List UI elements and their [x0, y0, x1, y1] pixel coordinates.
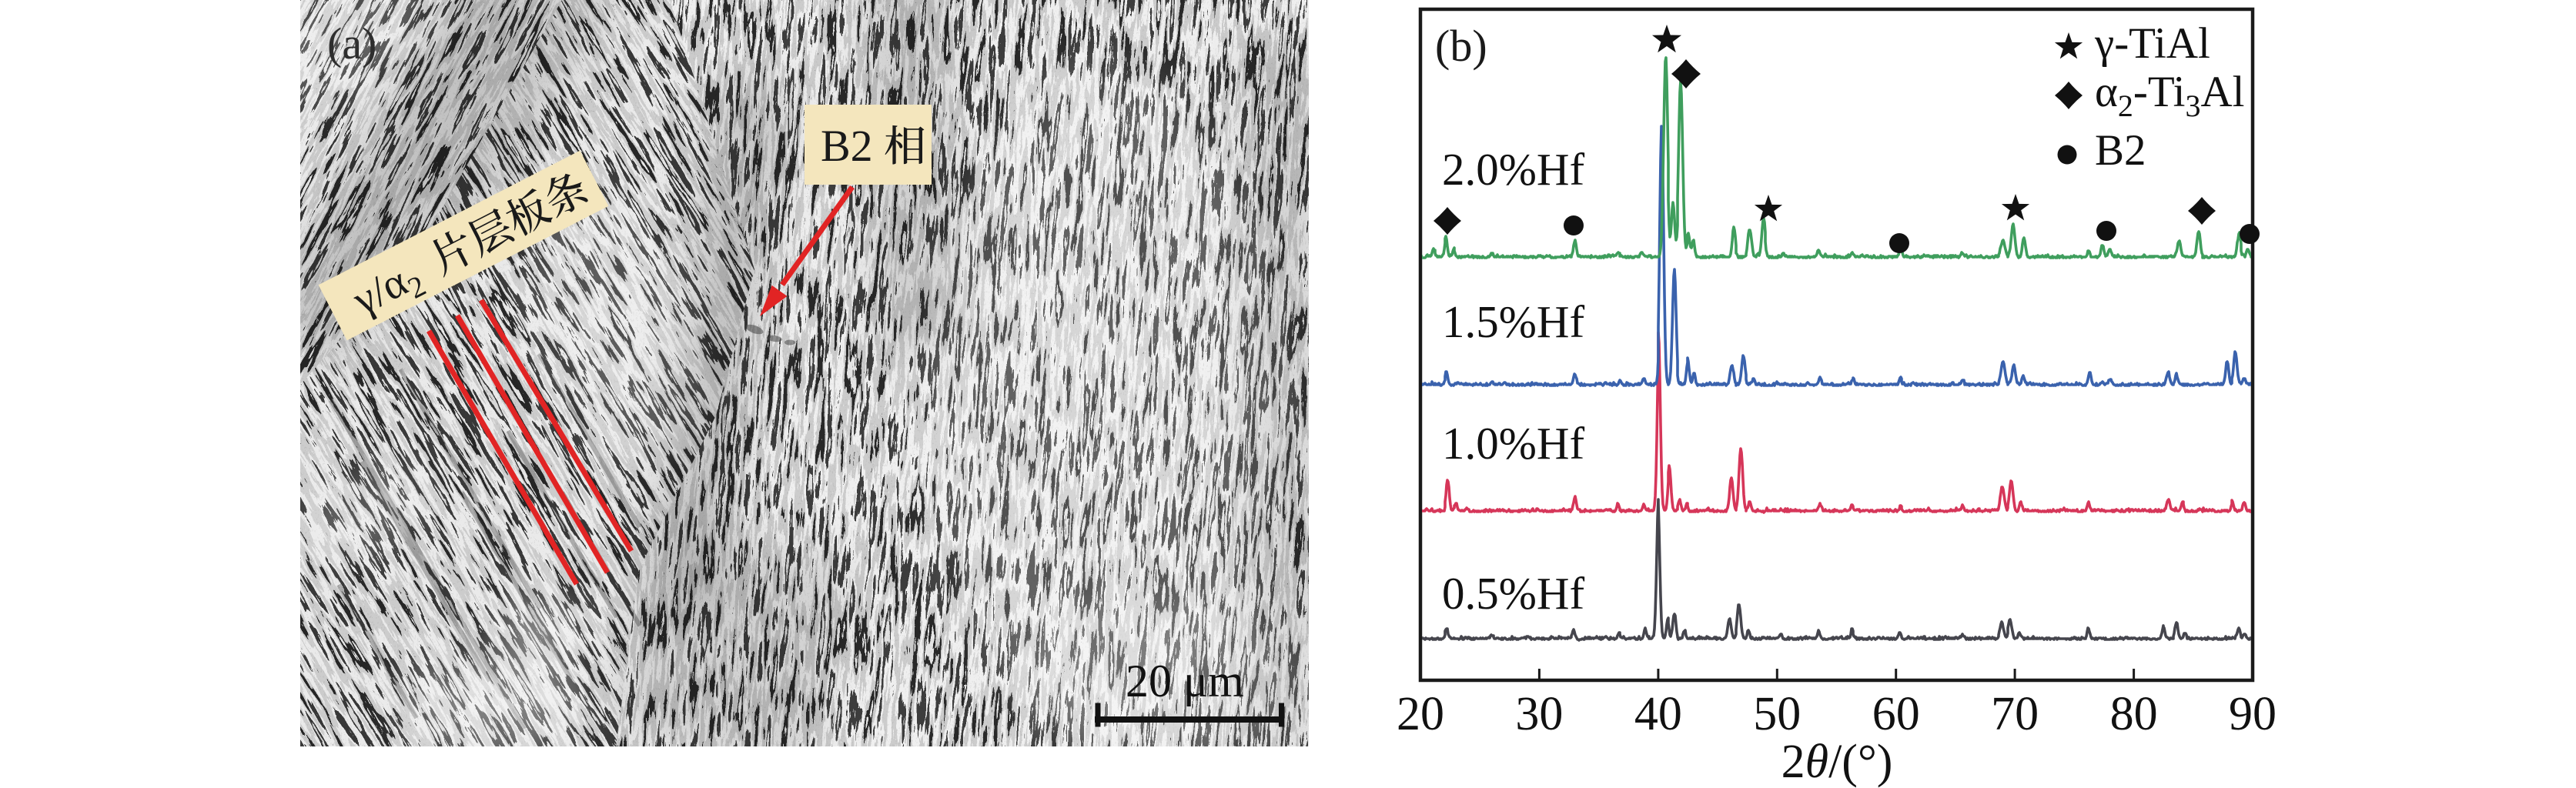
svg-text:20: 20 [1397, 688, 1444, 740]
svg-text:70: 70 [1991, 688, 2039, 740]
svg-text:40: 40 [1634, 688, 1682, 740]
svg-text:90: 90 [2229, 688, 2277, 740]
svg-text:20 μm: 20 μm [1126, 656, 1244, 706]
svg-text:(b): (b) [1435, 21, 1487, 71]
svg-text:(a): (a) [327, 18, 376, 68]
svg-text:α2-Ti3Al: α2-Ti3Al [2095, 68, 2245, 123]
svg-text:2θ/(°): 2θ/(°) [1781, 736, 1893, 788]
svg-text:2.0%Hf: 2.0%Hf [1442, 144, 1585, 195]
svg-text:60: 60 [1872, 688, 1920, 740]
svg-text:0.5%Hf: 0.5%Hf [1442, 568, 1585, 619]
svg-text:B2: B2 [2095, 126, 2146, 175]
svg-text:1.0%Hf: 1.0%Hf [1442, 418, 1585, 469]
svg-text:50: 50 [1753, 688, 1801, 740]
svg-text:30: 30 [1515, 688, 1563, 740]
svg-text:B2: B2 [821, 121, 873, 171]
svg-text:80: 80 [2110, 688, 2158, 740]
svg-text:γ-TiAl: γ-TiAl [2094, 19, 2210, 68]
svg-text:1.5%Hf: 1.5%Hf [1442, 296, 1585, 347]
